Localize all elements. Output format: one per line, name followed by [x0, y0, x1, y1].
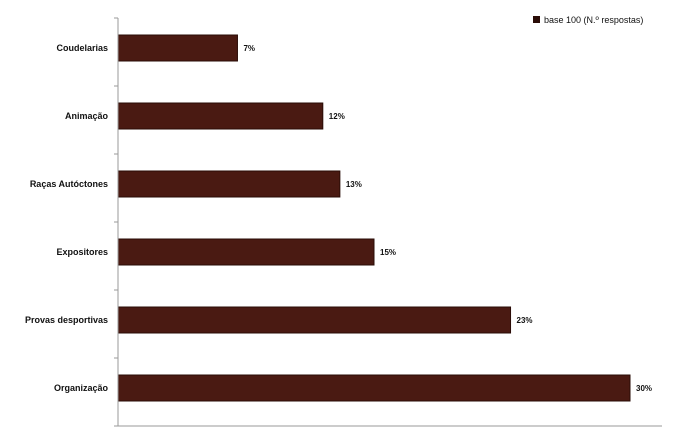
category-label-animacao: Animação [65, 111, 109, 121]
data-label-coudelarias: 7% [243, 44, 255, 53]
legend-swatch [533, 16, 540, 23]
data-label-expositores: 15% [380, 248, 396, 257]
category-label-expositores: Expositores [56, 247, 108, 257]
category-label-coudelarias: Coudelarias [56, 43, 108, 53]
category-label-racas-autoctones: Raças Autóctones [30, 179, 108, 189]
bars-layer [117, 34, 631, 402]
category-label-provas-desportivas: Provas desportivas [25, 315, 108, 325]
legend-label: base 100 (N.º respostas) [544, 15, 643, 25]
bar-coudelarias [117, 34, 238, 62]
data-label-animacao: 12% [329, 112, 345, 121]
category-label-organizacao: Organização [54, 383, 109, 393]
bar-expositores [117, 238, 375, 266]
labels-layer: Coudelarias 7% Animação 12% Raças Autóctones… [25, 43, 652, 393]
data-label-provas-desportivas: 23% [517, 316, 533, 325]
bar-organizacao [117, 374, 631, 402]
data-label-racas-autoctones: 13% [346, 180, 362, 189]
bar-animacao [117, 102, 324, 130]
legend: base 100 (N.º respostas) [533, 15, 643, 25]
bar-provas-desportivas [117, 306, 512, 334]
bar-racas-autoctones [117, 170, 341, 198]
axis-layer [114, 17, 662, 427]
data-label-organizacao: 30% [636, 384, 652, 393]
